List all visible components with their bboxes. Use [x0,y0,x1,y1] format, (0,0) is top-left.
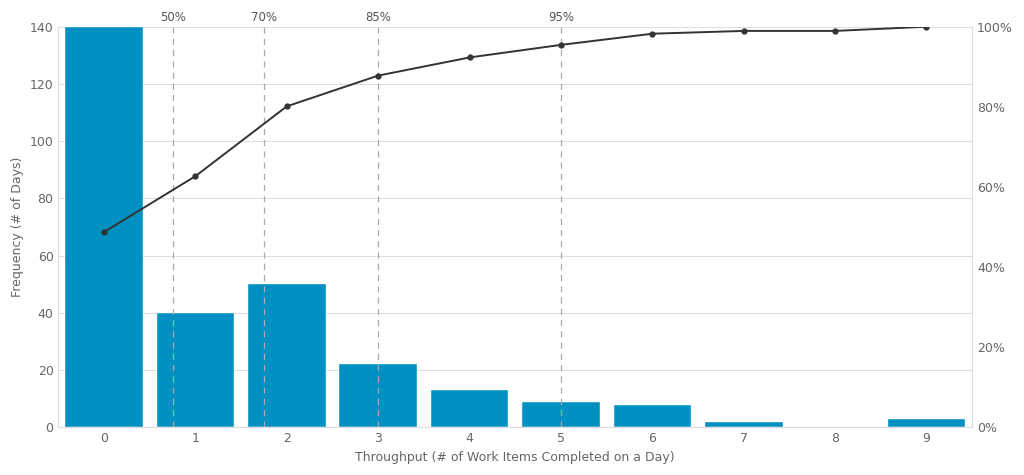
Bar [157,313,234,428]
Text: 70%: 70% [251,11,278,24]
Bar [339,364,417,428]
Bar [431,390,509,428]
X-axis label: Throughput (# of Work Items Completed on a Day): Throughput (# of Work Items Completed on… [355,451,675,464]
Bar [705,422,782,428]
Text: 85%: 85% [366,11,391,24]
Text: 50%: 50% [160,11,185,24]
Bar [248,285,326,428]
Bar [522,402,600,428]
Y-axis label: Frequency (# of Days): Frequency (# of Days) [11,157,25,297]
Bar [613,405,691,428]
Text: 95%: 95% [548,11,574,24]
Bar [66,27,143,428]
Bar [888,419,966,428]
